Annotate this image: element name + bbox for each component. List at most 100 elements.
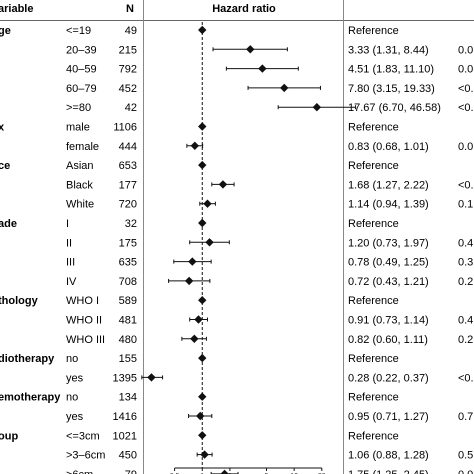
hr-ci-text: Reference	[348, 430, 399, 442]
n-value: 1395	[113, 372, 137, 384]
level-label: White	[66, 199, 94, 211]
n-value: 177	[119, 179, 137, 191]
level-label: >3–6cm	[66, 450, 105, 462]
level-label: III	[66, 257, 75, 269]
n-value: 792	[119, 64, 137, 76]
n-value: 480	[119, 334, 137, 346]
level-label: WHO II	[66, 315, 102, 327]
n-value: 1416	[113, 411, 137, 423]
hr-ci-text: 7.80 (3.15, 19.33)	[348, 83, 435, 95]
hr-ci-text: Reference	[348, 160, 399, 172]
header-hazard-ratio: Hazard ratio	[212, 3, 276, 15]
level-label: Black	[66, 179, 93, 191]
n-value: 653	[119, 160, 137, 172]
hr-point-marker	[184, 276, 194, 286]
p-value: <0.0	[458, 83, 474, 95]
header-variable: ariable	[0, 3, 33, 15]
n-value: 1106	[113, 122, 137, 134]
level-label: 60–79	[66, 83, 97, 95]
n-value: 155	[119, 353, 137, 365]
group-label: ce	[0, 160, 10, 172]
hr-ci-text: 1.68 (1.27, 2.22)	[348, 179, 429, 191]
level-label: 40–59	[66, 64, 97, 76]
p-value: 0.0	[458, 141, 473, 153]
n-value: 444	[119, 141, 137, 153]
hr-ci-text: 4.51 (1.83, 11.10)	[348, 64, 434, 76]
hr-ci-text: 1.75 (1.25, 2.45)	[348, 469, 429, 474]
level-label: male	[66, 122, 90, 134]
hr-point-marker	[198, 296, 207, 305]
n-value: 720	[119, 199, 137, 211]
p-value: 0.4	[458, 315, 473, 327]
p-value: 0.5	[458, 450, 473, 462]
hr-point-marker	[205, 238, 214, 247]
level-label: female	[66, 141, 99, 153]
p-value: 0.2	[458, 334, 473, 346]
hr-point-marker	[196, 411, 205, 421]
hr-point-marker	[188, 257, 197, 266]
hr-ci-text: 1.20 (0.73, 1.97)	[348, 237, 429, 249]
group-label: diotherapy	[0, 353, 55, 365]
level-label: >=80	[66, 102, 91, 114]
hr-ci-text: 0.83 (0.68, 1.01)	[348, 141, 429, 153]
hr-ci-text: 0.82 (0.60, 1.11)	[348, 334, 428, 346]
hr-point-marker	[198, 122, 207, 131]
n-value: 32	[125, 218, 137, 230]
hr-point-marker	[190, 334, 199, 343]
hr-point-marker	[246, 45, 255, 54]
p-value: 0.0	[458, 44, 473, 56]
hr-ci-text: 1.06 (0.88, 1.28)	[348, 450, 429, 462]
n-value: 452	[119, 83, 137, 95]
hr-point-marker	[200, 450, 209, 459]
n-value: 708	[119, 276, 137, 288]
p-value: 0.2	[458, 276, 473, 288]
level-label: yes	[66, 411, 84, 423]
group-label: ade	[0, 218, 17, 230]
hr-ci-text: 0.28 (0.22, 0.37)	[348, 372, 429, 384]
hr-point-marker	[190, 141, 200, 150]
group-label: ge	[0, 25, 11, 37]
n-value: 589	[119, 295, 137, 307]
header-n: N	[126, 3, 134, 15]
level-label: I	[66, 218, 69, 230]
hr-ci-text: 1.14 (0.94, 1.39)	[348, 199, 429, 211]
level-label: no	[66, 353, 78, 365]
hr-point-marker	[312, 103, 322, 112]
level-label: WHO I	[66, 295, 99, 307]
hr-point-marker	[218, 180, 228, 189]
n-value: 481	[119, 315, 137, 327]
hr-ci-text: 3.33 (1.31, 8.44)	[348, 44, 429, 56]
hr-point-marker	[194, 315, 203, 324]
hr-ci-text: 0.78 (0.49, 1.25)	[348, 257, 429, 269]
n-value: 175	[119, 237, 137, 249]
hr-ci-text: 17.67 (6.70, 46.58)	[348, 102, 441, 114]
p-value: <0.0	[458, 179, 474, 191]
hr-ci-text: Reference	[348, 122, 399, 134]
p-value: 0.7	[458, 411, 473, 423]
level-label: II	[66, 237, 72, 249]
hr-ci-text: 0.72 (0.43, 1.21)	[348, 276, 429, 288]
hr-point-marker	[203, 199, 212, 208]
hr-ci-text: Reference	[348, 353, 399, 365]
hr-ci-text: Reference	[348, 295, 399, 307]
n-value: 79	[125, 469, 137, 474]
n-value: 49	[125, 25, 137, 37]
p-value: <0.0	[458, 372, 474, 384]
group-label: thology	[0, 295, 39, 307]
p-value: 0.4	[458, 237, 473, 249]
level-label: yes	[66, 372, 84, 384]
hr-ci-text: Reference	[348, 392, 399, 404]
hr-ci-text: Reference	[348, 25, 399, 37]
n-value: 42	[125, 102, 137, 114]
hr-point-marker	[258, 64, 267, 73]
level-label: WHO III	[66, 334, 105, 346]
hr-point-marker	[220, 469, 229, 474]
level-label: <=3cm	[66, 430, 100, 442]
level-label: Asian	[66, 160, 94, 172]
hr-ci-text: 0.95 (0.71, 1.27)	[348, 411, 429, 423]
hr-point-marker	[198, 160, 207, 170]
hr-point-marker	[147, 373, 156, 382]
p-value: 0.1	[458, 199, 473, 211]
level-label: <=19	[66, 25, 91, 37]
